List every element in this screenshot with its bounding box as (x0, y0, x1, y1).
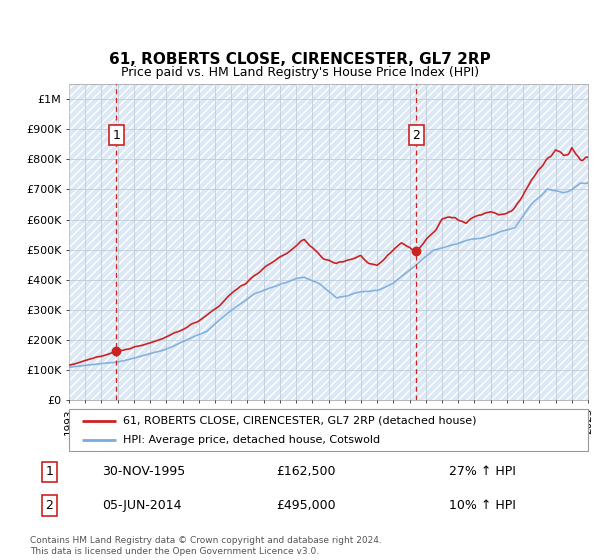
Text: 1: 1 (46, 465, 53, 478)
FancyBboxPatch shape (69, 409, 588, 451)
Text: 2: 2 (46, 499, 53, 512)
Text: HPI: Average price, detached house, Cotswold: HPI: Average price, detached house, Cots… (124, 435, 380, 445)
Text: £162,500: £162,500 (276, 465, 336, 478)
Text: 2: 2 (412, 129, 420, 142)
Text: Price paid vs. HM Land Registry's House Price Index (HPI): Price paid vs. HM Land Registry's House … (121, 66, 479, 80)
Text: 1: 1 (112, 129, 120, 142)
Text: 27% ↑ HPI: 27% ↑ HPI (449, 465, 516, 478)
Text: 10% ↑ HPI: 10% ↑ HPI (449, 499, 516, 512)
Text: 61, ROBERTS CLOSE, CIRENCESTER, GL7 2RP: 61, ROBERTS CLOSE, CIRENCESTER, GL7 2RP (109, 53, 491, 67)
Text: 30-NOV-1995: 30-NOV-1995 (102, 465, 185, 478)
Text: 61, ROBERTS CLOSE, CIRENCESTER, GL7 2RP (detached house): 61, ROBERTS CLOSE, CIRENCESTER, GL7 2RP … (124, 416, 477, 426)
Text: Contains HM Land Registry data © Crown copyright and database right 2024.
This d: Contains HM Land Registry data © Crown c… (30, 536, 382, 556)
Text: £495,000: £495,000 (276, 499, 336, 512)
Text: 05-JUN-2014: 05-JUN-2014 (102, 499, 181, 512)
